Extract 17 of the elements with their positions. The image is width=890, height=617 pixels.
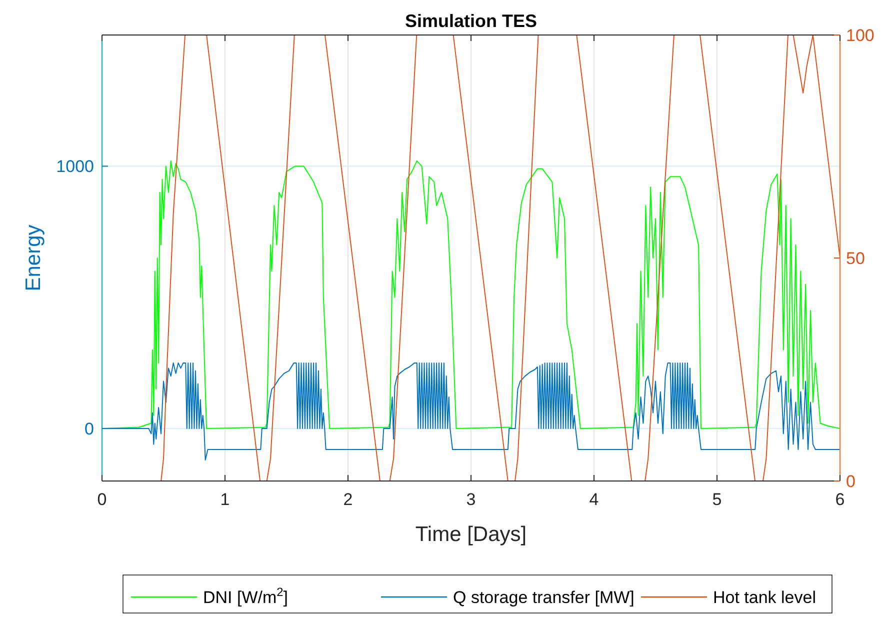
y2-tick-label: 100 <box>846 26 874 45</box>
legend-label: DNI [W/m$^{2}$] <box>203 585 288 607</box>
legend-label: Q storage transfer [MW] <box>453 588 634 607</box>
legend-label: Hot tank level <box>713 588 816 607</box>
x-tick-label: 2 <box>343 490 353 509</box>
x-tick-label: 5 <box>712 490 722 509</box>
x-tick-label: 4 <box>589 490 599 509</box>
x-tick-label: 1 <box>220 490 230 509</box>
x-tick-label: 6 <box>835 490 845 509</box>
y2-tick-label: 0 <box>846 472 856 491</box>
chart-title: Simulation TES <box>404 11 538 31</box>
y-tick-label: 1000 <box>56 157 94 176</box>
x-tick-label: 0 <box>97 490 107 509</box>
x-tick-label: 3 <box>466 490 476 509</box>
x-axis-title: Time [Days] <box>415 523 527 546</box>
y2-tick-label: 50 <box>846 249 865 268</box>
y-axis-title: Energy <box>22 224 45 292</box>
